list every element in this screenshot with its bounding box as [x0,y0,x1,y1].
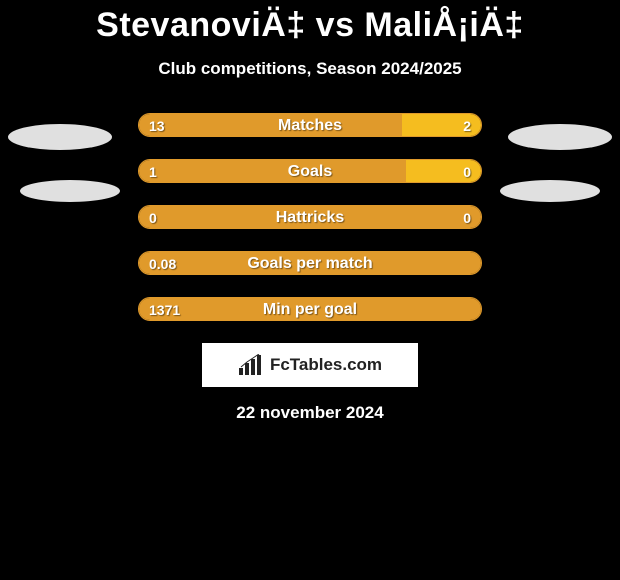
stat-seg-left [139,252,481,274]
logo-box: FcTables.com [202,343,418,387]
stat-rows: Matches132 Goals10 Hattricks00 Goals per ma… [138,113,482,321]
stat-seg-left [139,160,406,182]
stat-row-mpg: Min per goal1371 [138,297,482,321]
avatar-right-row1 [508,124,612,150]
stat-seg-right [402,114,481,136]
stat-row-gpm: Goals per match0.08 [138,251,482,275]
page-title: StevanoviÄ‡ vs MaliÅ¡iÄ‡ [0,0,620,45]
stat-row-hattricks: Hattricks00 [138,205,482,229]
subtitle: Club competitions, Season 2024/2025 [0,59,620,79]
stat-seg-right [406,160,481,182]
bars-icon [238,354,264,376]
avatar-left-row2 [20,180,120,202]
avatar-left-row1 [8,124,112,150]
stat-seg-left [139,114,402,136]
footer-date: 22 november 2024 [0,403,620,423]
stat-row-matches: Matches132 [138,113,482,137]
avatar-right-row2 [500,180,600,202]
stat-row-goals: Goals10 [138,159,482,183]
stat-seg-left [139,206,481,228]
logo-text: FcTables.com [270,355,382,375]
stat-seg-left [139,298,481,320]
